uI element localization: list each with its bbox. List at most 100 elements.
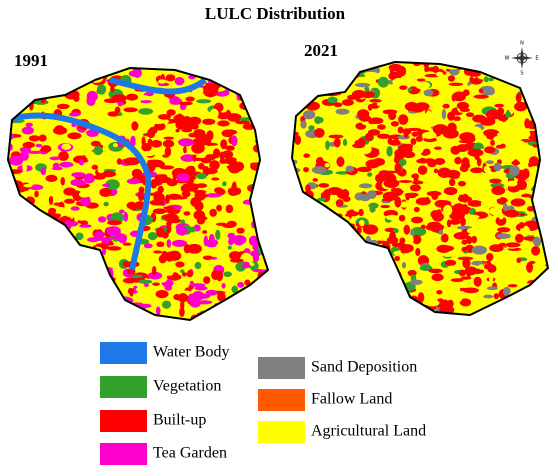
land-patch [535, 98, 548, 106]
land-patch [79, 317, 86, 320]
land-patch [59, 310, 72, 319]
land-patch [388, 306, 404, 315]
land-patch [534, 108, 548, 118]
land-patch [516, 257, 522, 264]
land-patch [119, 306, 126, 313]
land-patch [254, 119, 260, 131]
land-patch [470, 167, 484, 174]
land-patch [118, 60, 123, 68]
land-patch [87, 269, 102, 277]
land-patch [8, 316, 15, 320]
land-patch [227, 245, 232, 250]
land-patch [292, 191, 297, 201]
land-patch [497, 107, 505, 116]
land-patch [282, 296, 289, 304]
land-patch [24, 298, 37, 309]
land-patch [415, 135, 423, 142]
land-patch [410, 274, 417, 282]
land-patch [253, 284, 259, 294]
land-patch [540, 112, 548, 122]
legend-label: Agricultural Land [311, 423, 426, 440]
land-patch [59, 161, 74, 168]
land-patch [292, 246, 299, 252]
land-patch [34, 286, 45, 297]
land-patch [56, 62, 61, 68]
land-patch [138, 191, 144, 202]
land-patch [264, 91, 268, 100]
land-patch [37, 270, 46, 281]
land-patch [458, 194, 465, 202]
land-patch [428, 143, 434, 150]
land-patch [531, 245, 541, 256]
land-patch [175, 261, 185, 268]
land-patch [41, 287, 56, 295]
land-patch [131, 121, 139, 131]
land-patch [425, 110, 432, 121]
land-patch [198, 162, 205, 170]
land-patch [71, 172, 86, 178]
land-patch [303, 300, 313, 310]
land-patch [183, 115, 192, 125]
land-patch [252, 308, 268, 320]
land-patch [183, 211, 191, 216]
land-patch [368, 117, 384, 125]
land-patch [221, 150, 234, 159]
land-patch [269, 215, 273, 221]
land-patch [311, 166, 327, 174]
land-patch [394, 196, 402, 208]
land-patch [18, 291, 33, 301]
land-patch [237, 273, 251, 281]
land-patch [509, 296, 519, 304]
land-patch [44, 255, 51, 266]
land-patch [8, 254, 10, 258]
land-patch [97, 166, 105, 174]
land-patch [22, 304, 31, 315]
land-patch [227, 303, 239, 308]
land-patch [209, 208, 217, 217]
land-patch [545, 149, 548, 154]
land-patch [483, 129, 500, 137]
land-patch [249, 59, 261, 66]
land-patch [506, 180, 518, 187]
land-patch [269, 204, 275, 211]
land-patch [215, 229, 221, 240]
land-patch [162, 139, 175, 148]
land-patch [99, 187, 112, 198]
land-patch [53, 319, 66, 320]
land-patch [441, 252, 456, 257]
land-patch [48, 195, 54, 206]
land-patch [379, 289, 394, 294]
land-patch [340, 250, 346, 258]
land-patch [209, 108, 219, 119]
land-patch [538, 290, 548, 298]
land-patch [233, 301, 246, 309]
land-patch [365, 159, 380, 169]
land-patch [147, 128, 156, 139]
land-patch [243, 68, 258, 70]
land-patch [141, 136, 146, 147]
land-patch [68, 289, 83, 295]
land-patch [78, 159, 85, 166]
land-patch [8, 103, 19, 114]
land-patch [391, 242, 407, 248]
land-patch [155, 289, 169, 299]
land-patch [10, 88, 20, 99]
land-patch [387, 79, 395, 85]
legend-swatch [258, 357, 305, 379]
land-patch [43, 119, 57, 124]
land-patch [363, 71, 379, 77]
land-patch [154, 122, 166, 131]
land-patch [417, 69, 423, 76]
land-patch [32, 314, 43, 320]
land-patch [505, 111, 512, 118]
land-patch [166, 224, 172, 234]
land-patch [528, 84, 539, 89]
land-patch [241, 298, 255, 304]
land-patch [232, 59, 242, 63]
land-patch [259, 293, 267, 304]
land-patch [84, 276, 100, 282]
map-1991 [8, 59, 275, 320]
land-patch [57, 293, 69, 303]
land-patch [166, 109, 176, 116]
land-patch [263, 68, 268, 73]
